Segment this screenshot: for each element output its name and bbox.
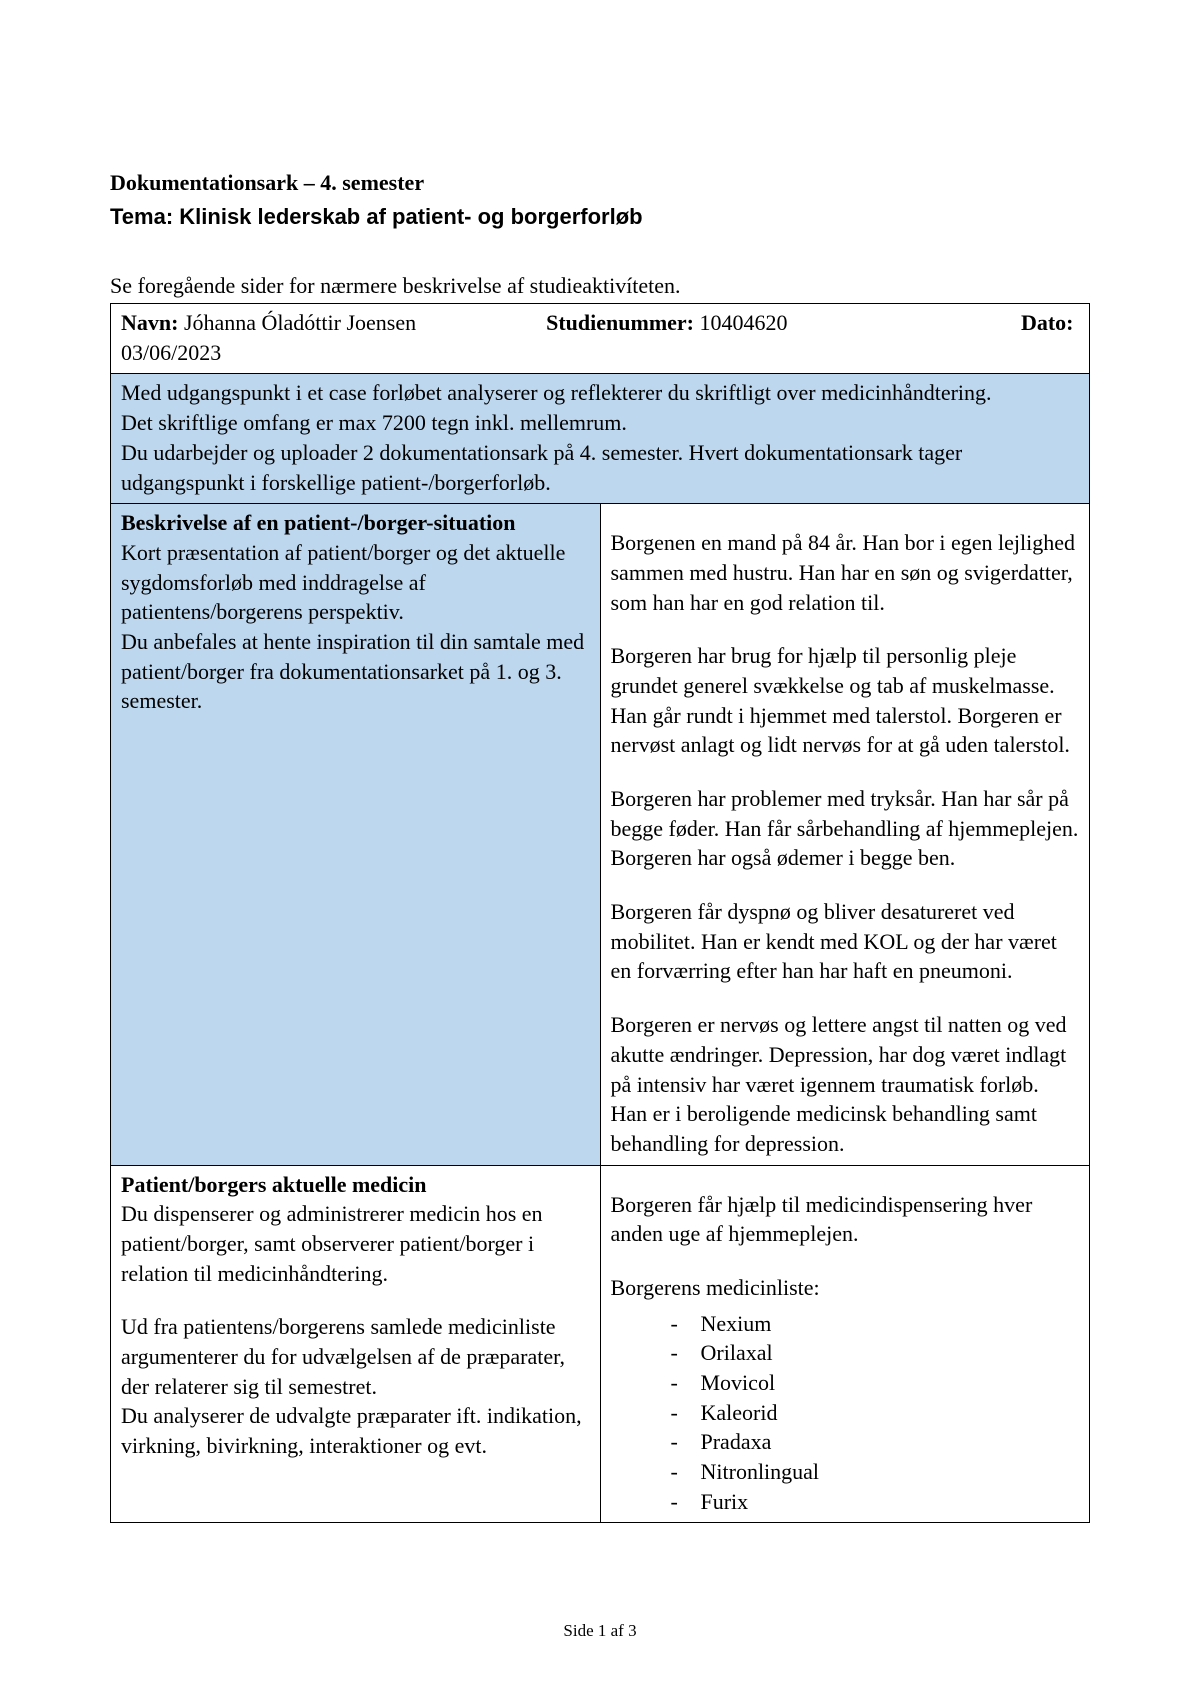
- page-footer: Side 1 af 3: [0, 1621, 1200, 1641]
- page: Dokumentationsark – 4. semester Tema: Kl…: [0, 0, 1200, 1697]
- instr-line3: Du udarbejder og uploader 2 dokumentatio…: [121, 438, 1079, 497]
- medicine-list: Nexium Orilaxal Movicol Kaleorid Pradaxa…: [611, 1309, 1080, 1517]
- dato-label: Dato:: [1021, 308, 1079, 338]
- section1-title: Beskrivelse af en patient-/borger-situat…: [121, 508, 590, 538]
- section2-title: Patient/borgers aktuelle medicin: [121, 1170, 590, 1200]
- dato-value: 03/06/2023: [121, 338, 1079, 368]
- documentation-table: Navn: Jóhanna Óladóttir Joensen Studienu…: [110, 303, 1090, 1523]
- section2-left: Patient/borgers aktuelle medicin Du disp…: [111, 1165, 601, 1523]
- section2-right-p1: Borgeren får hjælp til medicindispenseri…: [611, 1190, 1080, 1249]
- list-item: Furix: [671, 1487, 1080, 1517]
- section1-right-p1: Borgenen en mand på 84 år. Han bor i ege…: [611, 528, 1080, 617]
- navn-label: Navn:: [121, 308, 184, 338]
- list-item: Orilaxal: [671, 1338, 1080, 1368]
- instructions-row: Med udgangspunkt i et case forløbet anal…: [111, 374, 1090, 504]
- studienummer-value: 10404620: [700, 308, 788, 338]
- instr-line1: Med udgangspunkt i et case forløbet anal…: [121, 378, 1079, 408]
- section2-right: Borgeren får hjælp til medicindispenseri…: [600, 1165, 1090, 1523]
- list-item: Pradaxa: [671, 1427, 1080, 1457]
- section1-left: Beskrivelse af en patient-/borger-situat…: [111, 504, 601, 1165]
- section1-right: Borgenen en mand på 84 år. Han bor i ege…: [600, 504, 1090, 1165]
- section1-right-p2: Borgeren har brug for hjælp til personli…: [611, 641, 1080, 760]
- section1-right-p3: Borgeren har problemer med tryksår. Han …: [611, 784, 1080, 873]
- section2-left-p3: Du analyserer de udvalgte præparater ift…: [121, 1401, 590, 1460]
- studienummer-label: Studienummer:: [546, 308, 699, 338]
- list-item: Nexium: [671, 1309, 1080, 1339]
- section1-right-p5: Borgeren er nervøs og lettere angst til …: [611, 1010, 1080, 1158]
- list-item: Nitronlingual: [671, 1457, 1080, 1487]
- section1-left-p1: Kort præsentation af patient/borger og d…: [121, 538, 590, 627]
- doc-title-line1: Dokumentationsark – 4. semester: [110, 168, 1090, 198]
- header-row: Navn: Jóhanna Óladóttir Joensen Studienu…: [111, 304, 1090, 374]
- list-item: Kaleorid: [671, 1398, 1080, 1428]
- intro-text: Se foregående sider for nærmere beskrive…: [110, 271, 1090, 301]
- section1-right-p4: Borgeren får dyspnø og bliver desaturere…: [611, 897, 1080, 986]
- section2-left-p2: Ud fra patientens/borgerens samlede medi…: [121, 1312, 590, 1401]
- section1-left-p2: Du anbefales at hente inspiration til di…: [121, 627, 590, 716]
- section2-right-p2: Borgerens medicinliste:: [611, 1273, 1080, 1303]
- doc-title-line2: Tema: Klinisk lederskab af patient- og b…: [110, 202, 1090, 232]
- list-item: Movicol: [671, 1368, 1080, 1398]
- navn-value: Jóhanna Óladóttir Joensen: [184, 308, 416, 338]
- section2-left-p1: Du dispenserer og administrerer medicin …: [121, 1199, 590, 1288]
- instr-line2: Det skriftlige omfang er max 7200 tegn i…: [121, 408, 1079, 438]
